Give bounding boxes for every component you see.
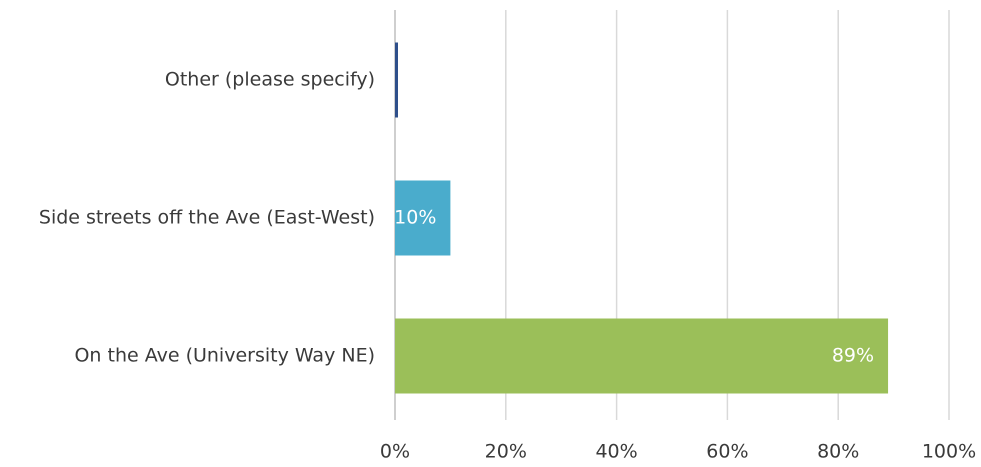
category-labels: Other (please specify) Side streets off t…	[39, 69, 375, 367]
bar-2	[395, 318, 889, 394]
bar-0	[395, 42, 398, 118]
bars	[395, 42, 889, 394]
bar-1	[395, 180, 451, 256]
x-tick-label-60: 60%	[706, 441, 748, 463]
category-label-1: Side streets off the Ave (East-West)	[39, 207, 375, 229]
category-label-0: Other (please specify)	[165, 69, 375, 91]
x-tick-label-0: 0%	[380, 441, 410, 463]
x-tick-label-20: 20%	[485, 441, 527, 463]
x-tick-label-100: 100%	[922, 441, 976, 463]
x-tick-labels: 0% 20% 40% 60% 80% 100%	[380, 441, 976, 463]
data-labels: 10% 89%	[394, 207, 874, 367]
data-label-2: 89%	[832, 345, 874, 367]
x-tick-label-40: 40%	[595, 441, 637, 463]
data-label-1: 10%	[394, 207, 436, 229]
x-tick-label-80: 80%	[817, 441, 859, 463]
category-label-2: On the Ave (University Way NE)	[74, 345, 375, 367]
